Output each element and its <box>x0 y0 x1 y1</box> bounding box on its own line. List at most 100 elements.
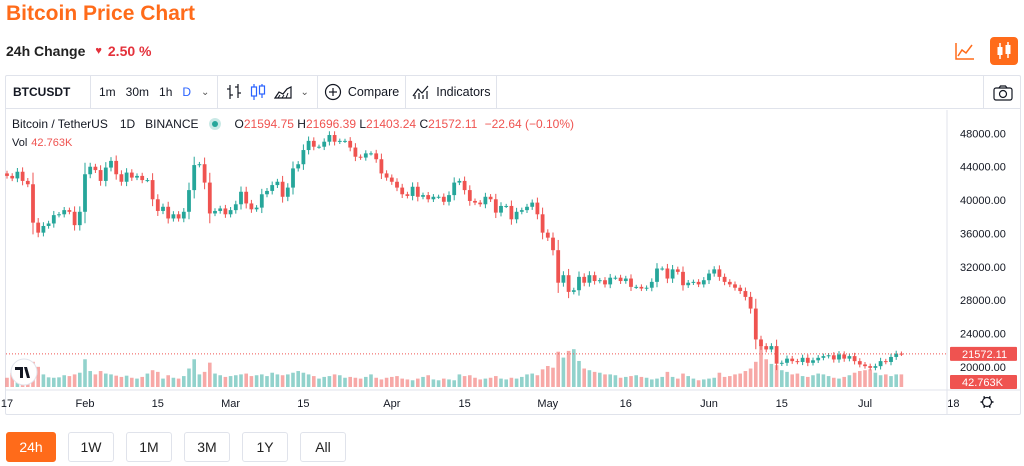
plus-circle-icon <box>324 83 341 101</box>
volume-bar <box>665 371 670 387</box>
candle-body <box>525 206 529 211</box>
indicators-label: Indicators <box>436 85 491 99</box>
compare-button[interactable]: Compare <box>318 76 405 108</box>
candle-style-icon[interactable] <box>250 83 266 101</box>
range-tab-1m[interactable]: 1M <box>126 432 172 462</box>
volume-bar <box>322 376 326 387</box>
chevron-down-icon[interactable]: ⌄ <box>300 86 309 98</box>
volume-bar <box>41 374 46 387</box>
candle-body <box>493 199 498 213</box>
candle-body <box>306 140 311 151</box>
timeframe-1h[interactable]: 1h <box>159 85 173 99</box>
volume-bar <box>166 375 170 387</box>
volume-bar <box>286 374 290 387</box>
candle-body <box>717 269 722 277</box>
range-tab-24h[interactable]: 24h <box>6 432 56 462</box>
candle-body <box>629 278 633 287</box>
candle-body <box>197 164 202 166</box>
candle-body <box>155 199 160 211</box>
volume-bar <box>187 368 191 387</box>
range-tab-all[interactable]: All <box>300 432 346 462</box>
range-tab-1y[interactable]: 1Y <box>242 432 288 462</box>
candle-body <box>852 356 857 362</box>
candle-body <box>868 366 873 368</box>
volume-bar <box>369 374 373 387</box>
volume-bar <box>10 372 14 387</box>
volume-bar <box>696 380 701 387</box>
volume-bar <box>691 378 696 387</box>
candle-body <box>634 286 639 288</box>
candle-body <box>187 190 191 212</box>
volume-bar <box>608 374 612 387</box>
candlestick-chart-button[interactable] <box>990 37 1018 65</box>
volume-bar <box>156 371 160 387</box>
candle-body <box>447 195 451 202</box>
volume-bar <box>291 372 295 387</box>
range-tab-3m[interactable]: 3M <box>184 432 230 462</box>
candle-body <box>675 269 680 272</box>
candle-body <box>618 277 623 282</box>
screenshot-button[interactable] <box>983 76 1021 109</box>
candle-body <box>62 210 67 215</box>
last-volume-tag <box>950 375 1017 389</box>
volume-bar <box>525 374 529 387</box>
volume-bar <box>36 366 40 387</box>
candle-body <box>10 175 15 179</box>
candle-body <box>863 364 867 367</box>
volume-bar <box>239 374 243 387</box>
candle-body <box>384 173 389 178</box>
candle-body <box>727 281 732 285</box>
candle-body <box>405 194 410 196</box>
candle-body <box>842 354 847 359</box>
range-tab-1w[interactable]: 1W <box>68 432 114 462</box>
candle-body <box>738 287 743 292</box>
chevron-down-icon[interactable]: ⌄ <box>201 86 210 98</box>
price-chart[interactable]: 20000.00 24000.00 28000.00 32000.00 36000.00… <box>0 0 1024 420</box>
volume-bar <box>483 378 488 387</box>
candle-body <box>790 358 795 362</box>
legend-interval: 1D <box>119 117 136 131</box>
area-style-icon[interactable] <box>274 84 293 100</box>
candle-body <box>395 181 399 188</box>
candle-body <box>577 276 581 291</box>
candle-body <box>769 346 774 350</box>
change-value: 2.50 % <box>107 43 152 59</box>
line-chart-icon <box>955 43 974 60</box>
candle-body <box>379 159 384 174</box>
candle-body <box>805 357 810 363</box>
volume-bar <box>379 379 384 387</box>
volume-bar <box>650 379 654 387</box>
timeframe-30m[interactable]: 30m <box>125 85 150 99</box>
volume-bar <box>218 375 222 387</box>
volume-bar <box>62 375 66 387</box>
candle-body <box>785 358 789 363</box>
volume-bar <box>130 377 134 387</box>
candle-body <box>603 280 607 285</box>
line-chart-button[interactable] <box>951 37 979 65</box>
candle-body <box>301 150 306 165</box>
candle-body <box>571 290 576 292</box>
candle-body <box>623 278 628 282</box>
candle-body <box>478 202 483 205</box>
settings-gear-icon[interactable] <box>981 396 993 408</box>
volume-bar <box>800 376 805 387</box>
candle-body <box>665 268 670 279</box>
volume-bar <box>504 379 508 387</box>
tradingview-logo-icon <box>10 358 38 386</box>
candle-body <box>280 181 285 197</box>
indicators-button[interactable]: Indicators <box>406 76 496 108</box>
timeframe-d[interactable]: D <box>182 85 192 99</box>
candle-body <box>119 174 124 182</box>
bar-style-icon[interactable] <box>226 83 242 101</box>
volume-bar <box>577 360 581 387</box>
symbol-search[interactable]: BTCUSDT <box>13 85 71 99</box>
candle-body <box>462 180 467 191</box>
candle-body <box>353 147 358 157</box>
candle-body <box>441 196 446 202</box>
volume-bar <box>514 378 519 387</box>
candle-body <box>192 165 197 191</box>
last-volume-label: 42.763K <box>962 377 1004 389</box>
timeframe-1m[interactable]: 1m <box>99 85 116 99</box>
candle-body <box>613 277 618 279</box>
legend-pair: Bitcoin / TetherUS <box>12 117 108 131</box>
